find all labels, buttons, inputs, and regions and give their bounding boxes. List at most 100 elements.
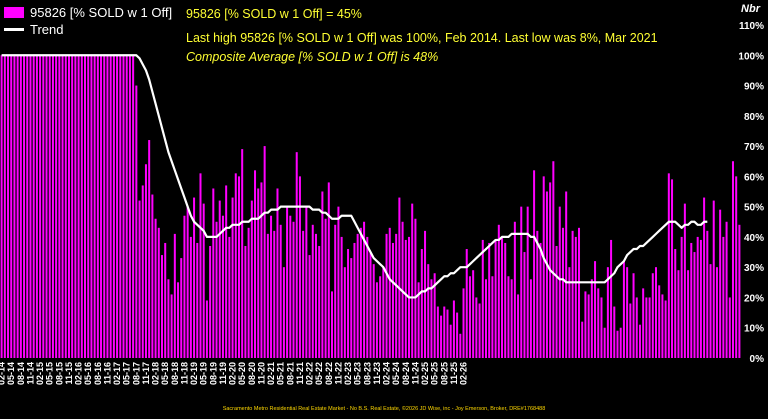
bar xyxy=(311,224,314,358)
bar xyxy=(735,176,738,358)
x-tick-label: 02-17 xyxy=(112,362,122,385)
bar xyxy=(19,55,22,359)
bar xyxy=(231,197,234,358)
bar xyxy=(196,242,199,358)
bar xyxy=(456,312,459,358)
x-tick-label: 02-15 xyxy=(35,362,45,385)
bar xyxy=(696,236,699,358)
bar xyxy=(385,233,388,358)
x-tick-label: 11-15 xyxy=(64,362,74,385)
x-tick-label: 11-24 xyxy=(410,362,420,385)
bar xyxy=(84,55,87,359)
bar xyxy=(446,309,449,358)
bar xyxy=(90,55,93,359)
bar xyxy=(67,55,70,359)
bar xyxy=(725,221,728,358)
bar xyxy=(533,170,536,358)
x-tick-label: 05-20 xyxy=(237,362,247,385)
bar xyxy=(0,55,3,359)
bar xyxy=(180,258,183,358)
x-tick-label: 05-16 xyxy=(83,362,93,385)
bar xyxy=(523,252,526,358)
bar xyxy=(555,245,558,358)
x-tick-label: 08-25 xyxy=(439,362,449,385)
bar xyxy=(542,176,545,358)
bar xyxy=(314,233,317,358)
bar xyxy=(289,215,292,358)
bar xyxy=(404,239,407,358)
bar xyxy=(420,249,423,358)
bar xyxy=(699,239,702,358)
bar xyxy=(241,149,244,358)
bar xyxy=(254,170,257,358)
x-tick-label: 02-24 xyxy=(382,362,392,385)
bar xyxy=(417,282,420,358)
bar xyxy=(212,188,215,358)
bar xyxy=(273,230,276,358)
bar xyxy=(279,224,282,358)
bar xyxy=(334,224,337,358)
bar xyxy=(382,267,385,358)
bar xyxy=(64,55,67,359)
bar xyxy=(462,288,465,358)
bar xyxy=(199,173,202,358)
x-tick-label: 05-17 xyxy=(122,362,132,385)
x-tick-label: 02-20 xyxy=(228,362,238,385)
bar xyxy=(263,146,266,358)
bar xyxy=(497,224,500,358)
legend-bar-label: 95826 [% SOLD w 1 Off] xyxy=(30,5,173,20)
bar xyxy=(545,191,548,358)
bar xyxy=(218,200,221,358)
x-tick-label: 05-19 xyxy=(199,362,209,385)
bar xyxy=(350,258,353,358)
bar xyxy=(722,236,725,358)
bar xyxy=(372,264,375,358)
bar xyxy=(209,245,212,358)
bar xyxy=(507,276,510,358)
bar xyxy=(539,242,542,358)
footer-credit: Sacramento Metro Residential Real Estate… xyxy=(222,406,546,412)
bar xyxy=(501,236,504,358)
bar xyxy=(491,276,494,358)
bar xyxy=(7,55,10,359)
bar xyxy=(340,236,343,358)
bar xyxy=(26,55,29,359)
current-value-text: 95826 [% SOLD w 1 Off] = 45% xyxy=(186,7,362,21)
bar xyxy=(629,303,632,358)
bar xyxy=(356,233,359,358)
bar xyxy=(13,55,16,359)
bar xyxy=(327,182,330,358)
x-tick-label: 11-22 xyxy=(333,362,343,385)
legend-bar-swatch xyxy=(4,7,24,18)
legend-line-label: Trend xyxy=(30,22,64,37)
bar xyxy=(157,227,160,358)
bar xyxy=(433,273,436,358)
bar xyxy=(513,221,516,358)
bar xyxy=(664,300,667,358)
bar xyxy=(228,236,231,358)
bar xyxy=(225,185,228,358)
bar xyxy=(215,221,218,358)
bar xyxy=(706,230,709,358)
bar xyxy=(510,279,513,358)
bar xyxy=(295,152,298,358)
bar xyxy=(74,55,77,359)
x-tick-label: 05-23 xyxy=(353,362,363,385)
bar xyxy=(424,230,427,358)
y-tick-label: 70% xyxy=(744,142,764,153)
bar xyxy=(395,233,398,358)
bar xyxy=(119,55,122,359)
x-tick-label: 05-21 xyxy=(276,362,286,385)
bar xyxy=(632,273,635,358)
bar xyxy=(71,55,74,359)
bar xyxy=(61,55,64,359)
bar xyxy=(237,176,240,358)
bar xyxy=(430,279,433,358)
bar xyxy=(353,242,356,358)
bar xyxy=(205,300,208,358)
x-tick-label: 08-19 xyxy=(208,362,218,385)
bar xyxy=(103,55,106,359)
bar xyxy=(574,236,577,358)
bar xyxy=(359,227,362,358)
y-axis: 0% 10% 20% 30% 40% 50% 60% 70% 80% 90% 100% 110% xyxy=(738,21,764,365)
